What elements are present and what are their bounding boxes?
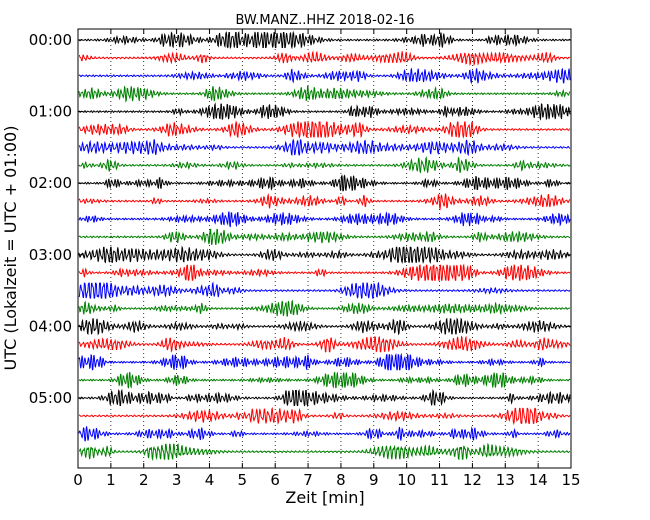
y-tick-label: 00:00 [29, 31, 72, 49]
x-tick-label: 13 [496, 471, 515, 489]
x-tick-label: 6 [270, 471, 280, 489]
x-tick-label: 2 [139, 471, 149, 489]
x-tick-label: 0 [73, 471, 83, 489]
y-tick-label: 05:00 [29, 389, 72, 407]
trace-line [78, 426, 571, 442]
trace-line [78, 281, 571, 299]
x-tick-label: 12 [463, 471, 482, 489]
trace-line [78, 317, 571, 336]
plot-frame [77, 28, 572, 469]
trace-line [78, 138, 571, 157]
y-axis-label: UTC (Lokalzeit = UTC + 01:00) [1, 126, 20, 371]
trace-line [78, 245, 571, 265]
trace-line [78, 50, 571, 67]
trace-line [78, 263, 571, 282]
trace-line [78, 102, 571, 121]
trace-line [78, 174, 571, 192]
trace-line [78, 406, 571, 426]
trace-line [78, 352, 571, 371]
x-tick-label: 3 [172, 471, 182, 489]
x-tick-label: 14 [529, 471, 548, 489]
trace-line [78, 442, 571, 462]
x-tick-label: 11 [430, 471, 449, 489]
x-tick-label: 8 [336, 471, 346, 489]
trace-line [78, 388, 571, 408]
trace-line [78, 335, 571, 353]
trace-line [78, 228, 571, 246]
x-tick-label: 4 [205, 471, 215, 489]
trace-line [78, 211, 571, 228]
trace-line [78, 299, 571, 317]
x-tick-label: 9 [369, 471, 379, 489]
seismic-traces [78, 30, 571, 462]
trace-line [78, 120, 571, 139]
y-tick-label: 02:00 [29, 174, 72, 192]
x-axis-ticks: 0 1 2 3 4 5 6 7 8 9 10 11 12 13 14 15 [73, 29, 581, 489]
y-tick-label: 04:00 [29, 317, 72, 335]
x-axis-label: Zeit [min] [285, 488, 364, 507]
trace-line [78, 30, 571, 50]
trace-line [78, 193, 571, 211]
trace-line [78, 85, 571, 103]
chart-title: BW.MANZ..HHZ 2018-02-16 [235, 13, 414, 28]
x-tick-label: 7 [303, 471, 313, 489]
x-tick-label: 10 [397, 471, 416, 489]
trace-line [78, 371, 571, 389]
x-tick-label: 15 [561, 471, 580, 489]
trace-line [78, 155, 571, 174]
y-tick-label: 03:00 [29, 246, 72, 264]
y-tick-label: 01:00 [29, 103, 72, 121]
x-tick-label: 1 [106, 471, 116, 489]
trace-line [78, 67, 571, 85]
x-tick-label: 5 [238, 471, 248, 489]
y-axis-ticks: 00:00 01:00 02:00 03:00 04:00 05:00 [29, 31, 571, 407]
